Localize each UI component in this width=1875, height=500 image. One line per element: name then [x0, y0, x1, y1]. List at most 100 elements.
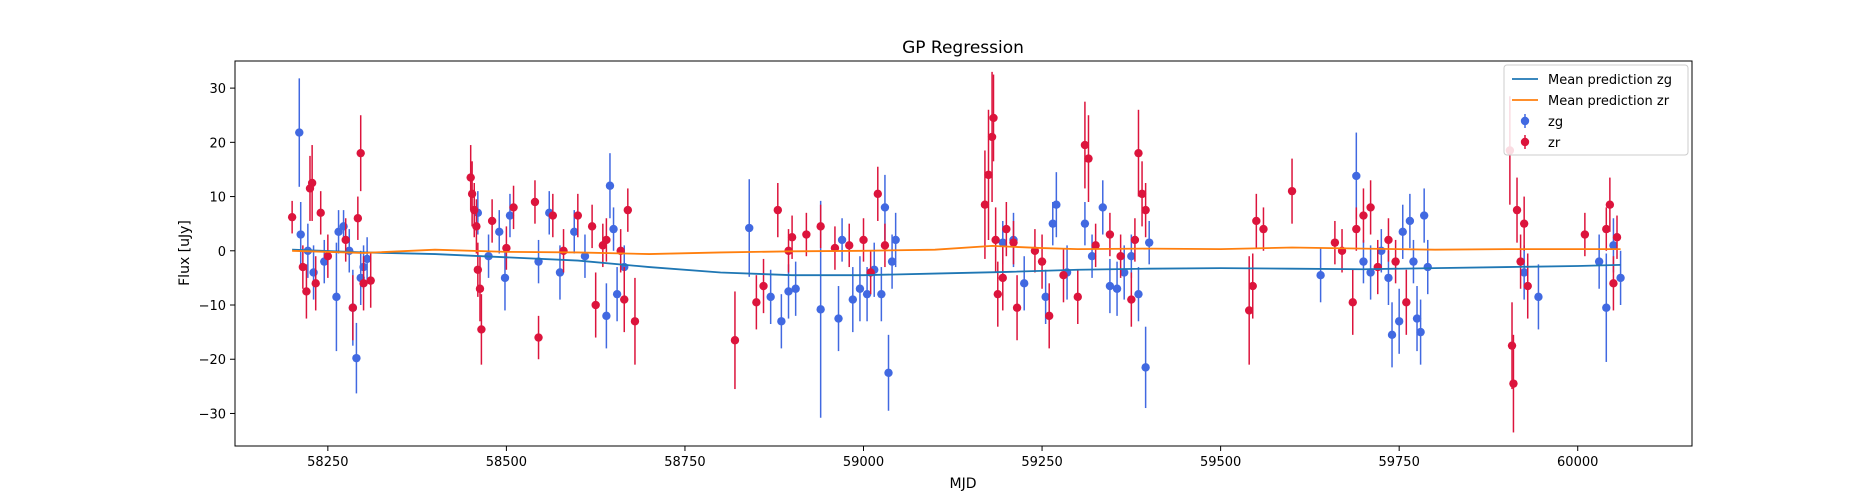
point-zg	[1316, 270, 1325, 280]
x-tick-label: 59000	[843, 455, 884, 470]
point-zg	[296, 230, 305, 239]
plot-frame	[234, 60, 1693, 447]
point-zg	[777, 317, 786, 326]
point-zg	[1394, 317, 1404, 326]
point-zr	[1134, 148, 1143, 158]
point-zr	[1037, 257, 1047, 266]
point-zg	[791, 284, 800, 293]
point-zg	[1052, 200, 1061, 209]
point-zg	[887, 257, 897, 266]
point-zg	[848, 295, 857, 304]
legend-label: Mean prediction zr	[1548, 94, 1670, 109]
point-zg	[1409, 257, 1418, 266]
point-zr	[1391, 257, 1400, 266]
point-zr	[1045, 311, 1054, 321]
point-zr	[548, 211, 558, 220]
point-zg	[862, 289, 872, 299]
point-zg	[891, 235, 900, 245]
point-zr	[845, 241, 854, 250]
point-zg	[1519, 268, 1529, 277]
point-zg	[1112, 284, 1122, 293]
point-zr	[1252, 216, 1261, 226]
point-zg	[555, 268, 565, 277]
point-zg	[884, 368, 893, 377]
point-zr	[311, 279, 320, 288]
point-zg	[570, 227, 579, 237]
point-zg	[855, 284, 865, 293]
point-zg	[1020, 279, 1029, 288]
point-zr	[359, 279, 368, 288]
point-zr	[873, 189, 882, 199]
point-zr	[1105, 230, 1115, 239]
legend-label: zr	[1548, 136, 1561, 151]
x-axis: 58250 58500 58750 59000 59250 59500 59750 60000	[307, 446, 1598, 470]
x-tick-label: 59250	[1021, 455, 1062, 470]
point-zg	[1359, 257, 1368, 266]
point-zr	[1141, 205, 1150, 215]
point-zg	[1141, 363, 1150, 372]
point-zr	[1002, 224, 1011, 234]
line-Mean prediction zr	[292, 245, 1621, 255]
point-zg	[580, 252, 590, 261]
y-tick-label: 20	[209, 136, 226, 151]
point-zg	[834, 314, 843, 323]
point-zr	[623, 205, 633, 215]
point-zg	[1412, 314, 1422, 323]
point-zr	[602, 235, 611, 245]
point-zr	[816, 222, 825, 231]
y-tick-label: −30	[199, 407, 226, 422]
point-zr	[534, 333, 543, 342]
point-zr	[287, 212, 297, 222]
point-zr	[998, 273, 1007, 283]
legend-label: zg	[1548, 115, 1563, 130]
point-zr	[1259, 224, 1268, 234]
point-zr	[477, 325, 486, 334]
point-zr	[1127, 295, 1136, 304]
point-zg	[1609, 241, 1618, 250]
point-zg	[1387, 330, 1397, 340]
point-zr	[759, 281, 768, 291]
y-tick-label: −20	[199, 353, 226, 368]
point-zr	[730, 336, 740, 345]
point-zr	[993, 289, 1002, 299]
point-zr	[1580, 230, 1590, 239]
point-zr	[802, 230, 811, 239]
point-zr	[470, 205, 479, 215]
point-zg	[816, 305, 825, 314]
x-tick-label: 59750	[1378, 455, 1419, 470]
point-zg	[362, 254, 372, 264]
point-zg	[745, 223, 754, 233]
point-zr	[1287, 186, 1297, 196]
point-zr	[307, 178, 317, 188]
point-zr	[1348, 298, 1357, 307]
point-zg	[339, 222, 348, 231]
point-zg	[1366, 268, 1375, 277]
point-zg	[1098, 203, 1107, 212]
point-zr	[1516, 257, 1525, 266]
point-zr	[980, 200, 990, 209]
legend-box	[1503, 64, 1689, 156]
point-zg	[1405, 216, 1415, 226]
point-zr	[1244, 306, 1254, 315]
point-zr	[880, 241, 890, 250]
point-zr	[316, 208, 325, 218]
point-zr	[366, 276, 375, 285]
plot-area	[234, 60, 1693, 447]
x-tick-label: 58250	[307, 455, 348, 470]
point-zg	[309, 268, 318, 277]
point-zr	[1605, 200, 1615, 209]
point-zr	[752, 298, 761, 307]
y-tick-label: −10	[199, 299, 226, 314]
legend-swatch-marker	[1520, 137, 1530, 147]
point-zr	[1352, 224, 1361, 234]
point-zr	[353, 214, 363, 223]
point-zr	[1519, 219, 1529, 228]
point-zr	[466, 173, 475, 182]
point-zr	[1366, 203, 1375, 212]
point-zr	[1402, 298, 1411, 307]
point-zr	[509, 203, 518, 212]
point-zr	[559, 246, 568, 255]
plot-marks	[287, 71, 1625, 433]
point-zr	[1509, 379, 1518, 388]
point-zr	[1091, 241, 1100, 250]
